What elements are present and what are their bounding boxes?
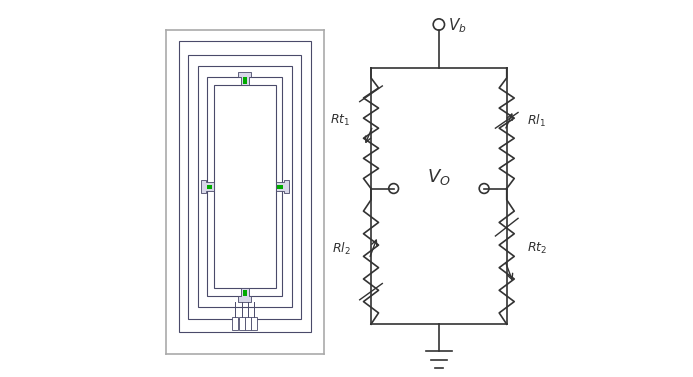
Bar [238,317,245,330]
Text: $V_b$: $V_b$ [448,16,467,35]
Polygon shape [200,180,214,193]
Bar [207,185,213,188]
Text: $V_O$: $V_O$ [427,167,450,187]
Bar [245,317,251,330]
Bar [277,185,283,188]
Text: $Rl_2$: $Rl_2$ [331,241,350,257]
Polygon shape [214,85,276,288]
Polygon shape [238,72,252,85]
Polygon shape [276,180,289,193]
Text: $Rl_1$: $Rl_1$ [527,113,546,129]
Bar [232,317,238,330]
Text: $Rt_2$: $Rt_2$ [527,241,547,256]
Bar [251,317,257,330]
Bar [243,290,247,296]
Bar [243,77,247,84]
Polygon shape [238,288,252,302]
Text: $Rt_1$: $Rt_1$ [330,113,350,128]
